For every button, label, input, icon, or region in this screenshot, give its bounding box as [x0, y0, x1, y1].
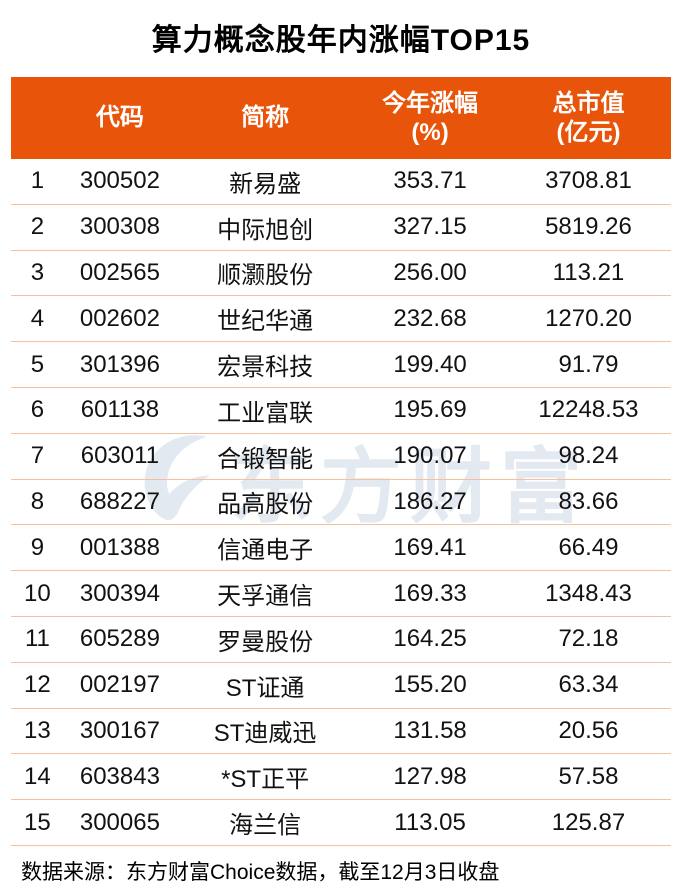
name-cell: *ST正平: [221, 766, 310, 794]
cap-cell: 5819.26: [545, 213, 632, 241]
change-cell: 164.25: [393, 625, 467, 653]
cap-cell: 113.21: [552, 258, 625, 286]
rank-cell: 5: [30, 350, 45, 378]
header-cap: 总市值 (亿元): [552, 89, 625, 146]
change-cell: 190.07: [393, 442, 467, 470]
name-cell: ST迪威迅: [213, 720, 317, 748]
cap-cell: 1270.20: [545, 304, 632, 332]
table-row: 14 603843 *ST正平 127.98 57.58: [11, 754, 671, 801]
rank-cell: 1: [30, 167, 45, 195]
code-cell: 601138: [80, 396, 160, 424]
rank-cell: 6: [30, 396, 45, 424]
table-row: 10 300394 天孚通信 169.33 1348.43: [11, 571, 671, 617]
name-cell: 世纪华通: [217, 308, 314, 336]
code-cell: 300394: [79, 579, 160, 607]
code-cell: 300502: [79, 167, 160, 195]
header-name: 简称: [241, 104, 290, 132]
cap-cell: 1348.43: [545, 579, 632, 607]
change-cell: 127.98: [393, 762, 467, 790]
code-cell: 605289: [79, 625, 160, 653]
change-cell: 186.27: [393, 487, 467, 515]
table-row: 13 300167 ST迪威迅 131.58 20.56: [11, 709, 671, 755]
name-cell: ST证通: [225, 674, 305, 702]
change-cell: 113.05: [394, 808, 466, 836]
table-row: 6 601138 工业富联 195.69 12248.53: [11, 388, 671, 434]
name-cell: 新易盛: [229, 170, 302, 198]
rank-cell: 10: [24, 579, 51, 607]
table-row: 15 300065 海兰信 113.05 125.87: [11, 800, 671, 846]
code-cell: 688227: [79, 487, 160, 515]
code-cell: 603011: [80, 442, 160, 470]
table-header-row: 代码 简称 今年涨幅 (%) 总市值 (亿元): [11, 77, 671, 159]
name-cell: 罗曼股份: [217, 628, 314, 656]
cap-cell: 98.24: [558, 442, 619, 470]
code-cell: 300167: [79, 716, 160, 744]
name-cell: 顺灏股份: [217, 262, 314, 290]
rank-cell: 9: [30, 533, 45, 561]
rank-cell: 11: [24, 625, 50, 653]
table-row: 8 688227 品高股份 186.27 83.66: [11, 480, 671, 526]
data-source-note: 数据来源：东方财富Choice数据，截至12月3日收盘: [21, 860, 500, 884]
code-cell: 603843: [79, 762, 160, 790]
table-row: 3 002565 顺灏股份 256.00 113.21: [11, 251, 671, 297]
name-cell: 品高股份: [217, 491, 314, 519]
cap-cell: 72.18: [558, 625, 619, 653]
change-cell: 327.15: [393, 213, 467, 241]
stock-table: 代码 简称 今年涨幅 (%) 总市值 (亿元) 1 300502 新易盛 353…: [11, 77, 671, 846]
name-cell: 海兰信: [229, 812, 302, 840]
rank-cell: 13: [24, 716, 51, 744]
page-title: 算力概念股年内涨幅TOP15: [151, 24, 531, 57]
change-cell: 155.20: [393, 671, 467, 699]
table-row: 2 300308 中际旭创 327.15 5819.26: [11, 205, 671, 251]
cap-cell: 57.58: [558, 762, 619, 790]
table-row: 5 301396 宏景科技 199.40 91.79: [11, 342, 671, 388]
table-row: 9 001388 信通电子 169.41 66.49: [11, 525, 671, 572]
code-cell: 001388: [79, 533, 160, 561]
rank-cell: 4: [30, 304, 45, 332]
rank-cell: 3: [30, 258, 45, 286]
code-cell: 002565: [79, 258, 160, 286]
code-cell: 301396: [79, 350, 160, 378]
header-change: 今年涨幅 (%): [382, 89, 479, 146]
name-cell: 信通电子: [217, 537, 314, 565]
change-cell: 169.41: [393, 533, 467, 561]
cap-cell: 83.66: [558, 487, 619, 515]
rank-cell: 7: [30, 442, 45, 470]
rank-cell: 14: [24, 762, 51, 790]
name-cell: 工业富联: [217, 399, 314, 427]
code-cell: 300065: [79, 808, 160, 836]
cap-cell: 125.87: [551, 808, 626, 836]
code-cell: 002602: [79, 304, 160, 332]
name-cell: 天孚通信: [217, 583, 314, 611]
table-row: 1 300502 新易盛 353.71 3708.81: [11, 159, 671, 205]
rank-cell: 12: [24, 671, 51, 699]
rank-cell: 8: [30, 487, 45, 515]
code-cell: 002197: [79, 671, 160, 699]
change-cell: 169.33: [393, 579, 467, 607]
cap-cell: 3708.81: [545, 167, 632, 195]
change-cell: 353.71: [393, 167, 467, 195]
cap-cell: 20.56: [558, 716, 619, 744]
change-cell: 199.40: [393, 350, 467, 378]
name-cell: 合锻智能: [217, 445, 314, 473]
change-cell: 256.00: [393, 258, 467, 286]
cap-cell: 66.49: [558, 533, 619, 561]
change-cell: 131.58: [393, 716, 467, 744]
table-row: 4 002602 世纪华通 232.68 1270.20: [11, 296, 671, 343]
code-cell: 300308: [79, 213, 160, 241]
change-cell: 195.69: [393, 396, 467, 424]
name-cell: 中际旭创: [217, 216, 314, 244]
cap-cell: 91.79: [558, 350, 619, 378]
table-row: 12 002197 ST证通 155.20 63.34: [11, 663, 671, 709]
change-cell: 232.68: [393, 304, 467, 332]
cap-cell: 63.34: [558, 671, 619, 699]
name-cell: 宏景科技: [217, 354, 314, 382]
rank-cell: 15: [24, 808, 51, 836]
table-row: 7 603011 合锻智能 190.07 98.24: [11, 434, 671, 480]
header-code: 代码: [95, 104, 144, 132]
table-row: 11 605289 罗曼股份 164.25 72.18: [11, 617, 671, 663]
rank-cell: 2: [30, 213, 45, 241]
cap-cell: 12248.53: [538, 396, 639, 424]
